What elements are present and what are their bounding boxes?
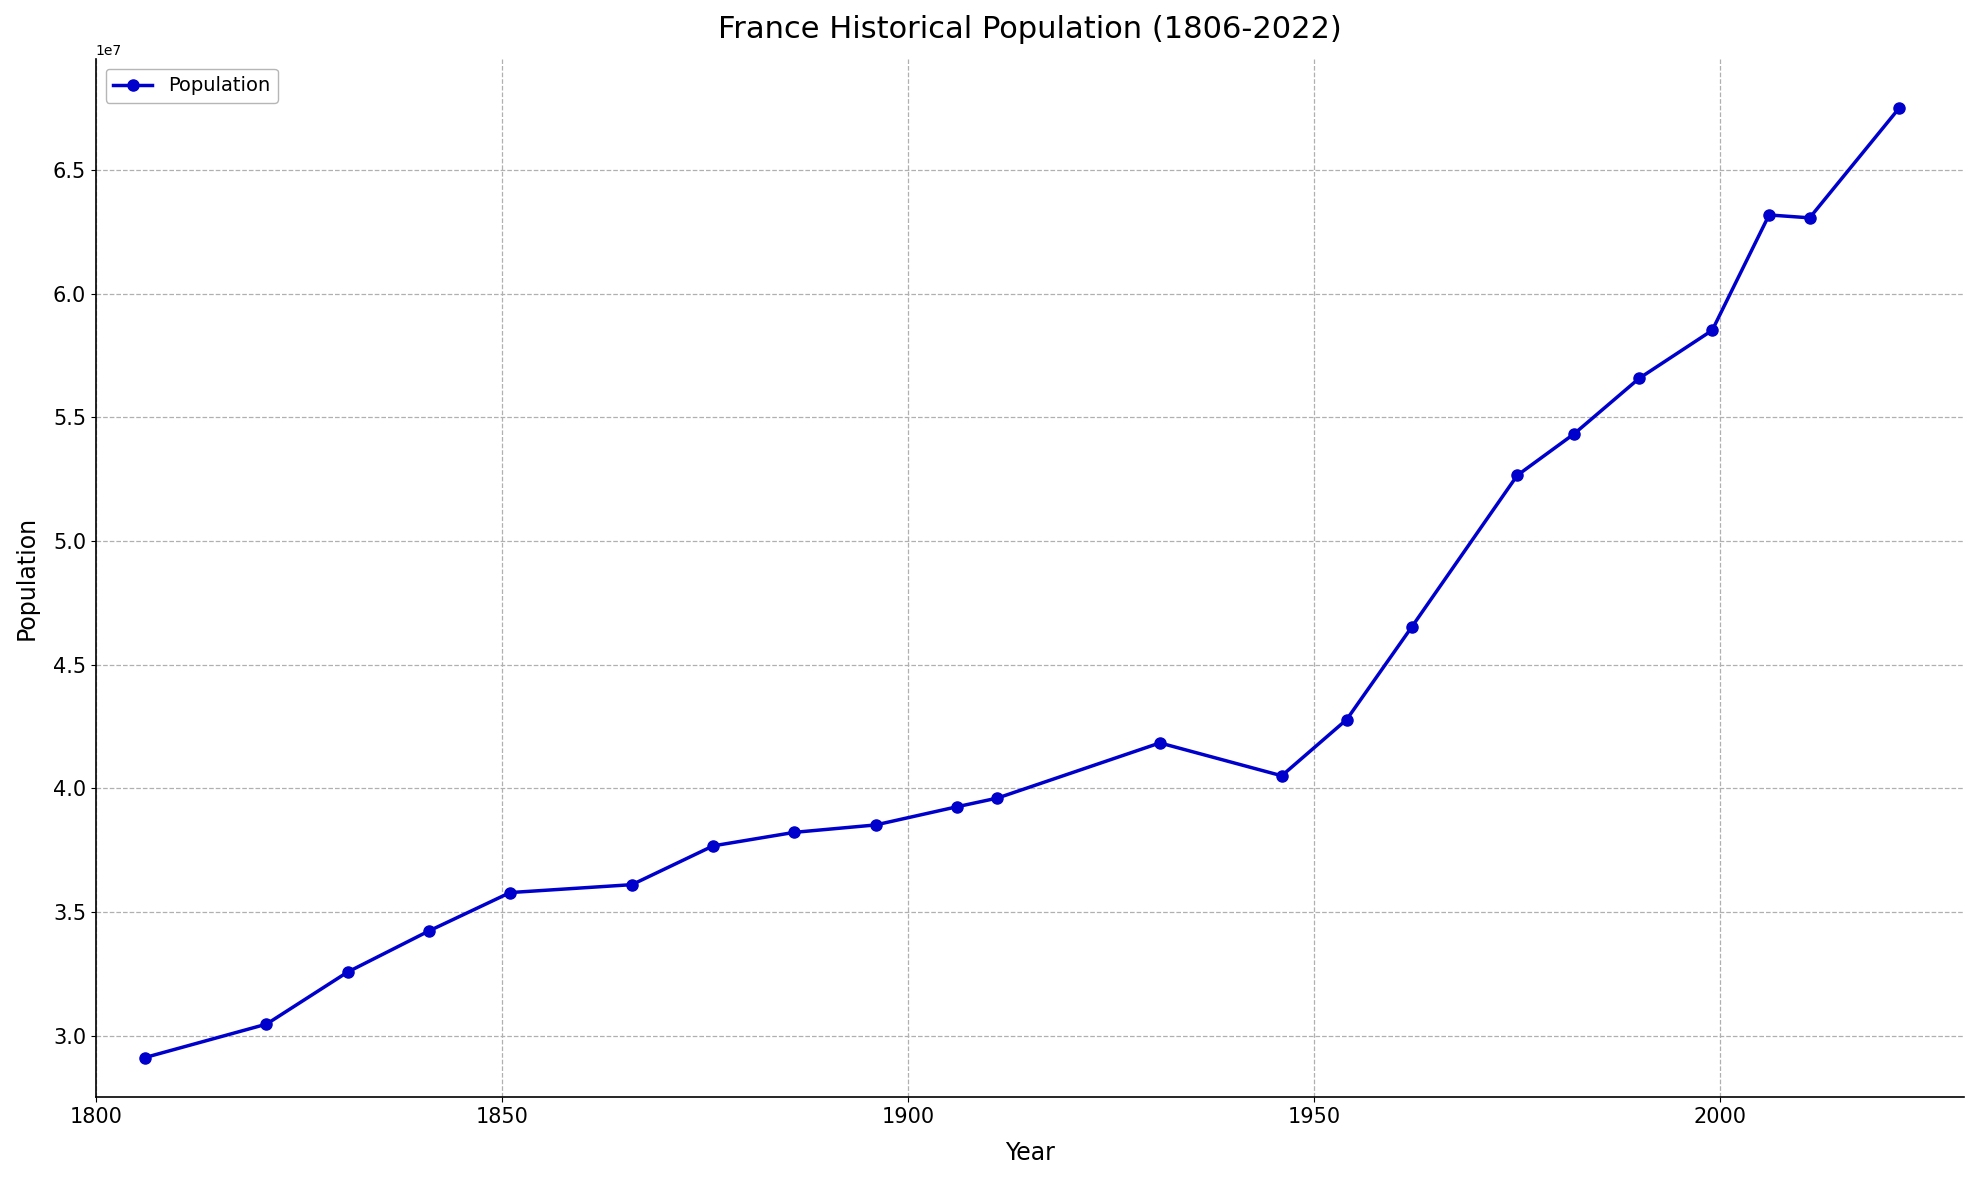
X-axis label: Year: Year (1005, 1141, 1055, 1165)
Population (986, 791, 1009, 805)
Population (336, 965, 360, 979)
Population (1888, 101, 1912, 116)
Population (418, 924, 441, 938)
Population (1506, 468, 1530, 483)
Title: France Historical Population (1806-2022): France Historical Population (1806-2022) (718, 15, 1342, 44)
Population (1757, 208, 1781, 222)
Population (1399, 620, 1423, 634)
Population (701, 839, 724, 853)
Population (499, 885, 522, 899)
Population (1148, 736, 1172, 750)
Y-axis label: Population: Population (16, 516, 40, 641)
Population (1561, 427, 1585, 441)
Population (1700, 323, 1724, 337)
Population (1797, 211, 1821, 225)
Legend: Population: Population (105, 68, 277, 103)
Population (863, 818, 887, 832)
Population (1627, 372, 1650, 386)
Population (133, 1050, 156, 1064)
Population (1334, 713, 1358, 727)
Population (1271, 768, 1294, 782)
Population (944, 800, 968, 814)
Population (619, 878, 643, 892)
Line: Population: Population (139, 103, 1904, 1063)
Population (255, 1017, 279, 1031)
Population (782, 825, 805, 839)
